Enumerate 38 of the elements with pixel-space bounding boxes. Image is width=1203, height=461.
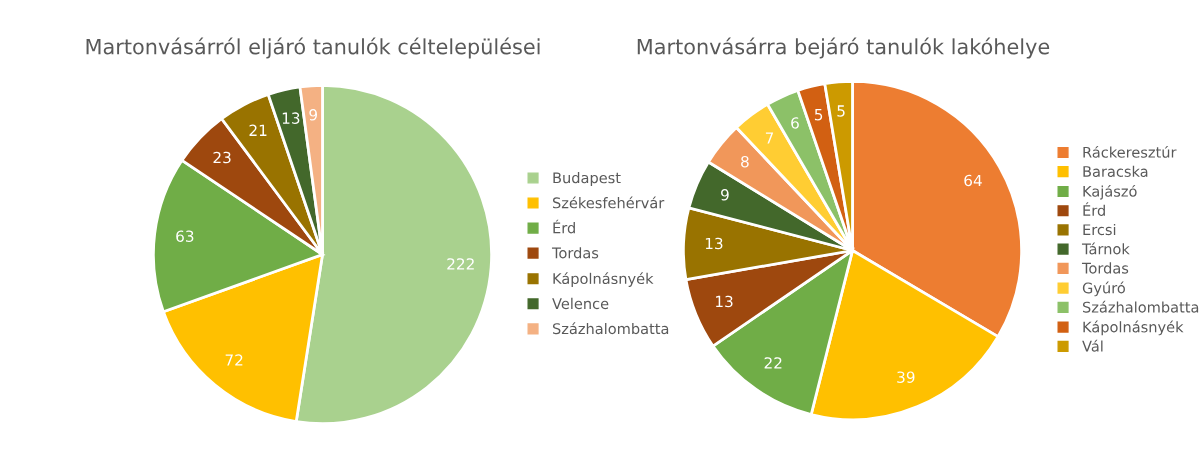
legend-label: Érd: [1083, 202, 1105, 216]
legend-label: Ráckeresztúr: [1083, 145, 1177, 158]
data-label: 64: [964, 174, 982, 187]
data-label: 13: [716, 295, 733, 308]
data-label: 9: [721, 188, 729, 201]
legend-label: Budapest: [553, 172, 621, 187]
legend-label: Kápolnásnyék: [1083, 320, 1184, 336]
legend-label: Százhalombatta: [1082, 300, 1199, 313]
data-label: 5: [837, 105, 845, 117]
data-label: 8: [741, 155, 749, 168]
legend-label: Velence: [552, 297, 609, 310]
legend-label: Vál: [1082, 339, 1103, 352]
data-label: 5: [814, 109, 823, 121]
data-label: 7: [765, 132, 774, 144]
legend-label: Gyúró: [1082, 281, 1125, 297]
data-label: 63: [176, 230, 194, 242]
data-label: 6: [791, 117, 799, 129]
legend-label: Ercsi: [1083, 223, 1116, 236]
chart-title: Martonvásárra bejáró tanulók lakóhelye: [637, 37, 1050, 59]
legend-label: Százhalombatta: [552, 322, 669, 335]
data-label: 22: [764, 357, 782, 369]
legend-label: Tárnok: [1081, 242, 1130, 255]
data-label: 9: [309, 109, 318, 121]
legend-label: Kajászó: [1083, 184, 1137, 200]
legend-label: Érd: [553, 219, 575, 234]
legend-label: Székesfehérvár: [552, 196, 665, 209]
data-label: 23: [213, 151, 231, 164]
legend-label: Tordas: [551, 247, 599, 259]
legend-label: Kápolnásnyék: [553, 272, 654, 287]
data-label: 222: [447, 258, 474, 270]
legend-label: Baracska: [1083, 165, 1148, 177]
legend-label: Tordas: [1081, 262, 1129, 274]
data-label: 21: [249, 124, 267, 136]
data-label: 39: [897, 371, 915, 383]
data-label: 13: [282, 112, 300, 124]
data-label: 72: [225, 354, 243, 366]
data-label: 13: [705, 237, 723, 250]
chart-title: Martonvásárról eljáró tanulók céltelepülései: [86, 37, 540, 59]
